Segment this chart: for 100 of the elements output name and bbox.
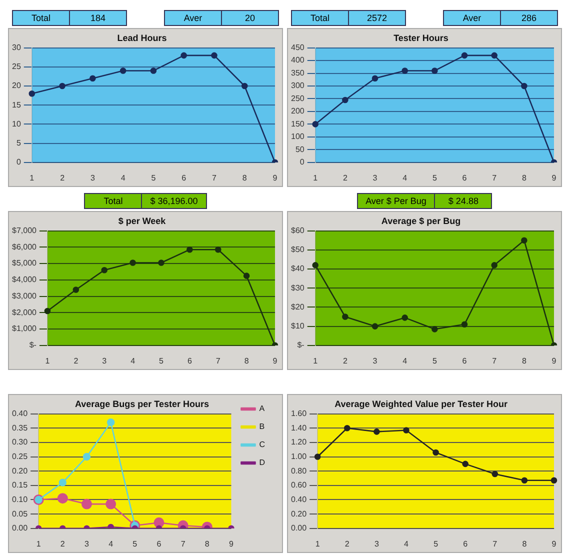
point [241,82,248,90]
point [342,314,348,320]
point [432,449,439,456]
text: 286 [500,11,557,25]
y-tick-label: 250 [290,94,305,103]
x-tick-label: 6 [182,173,187,182]
text: Aver $ Per Bug [364,195,428,208]
y-tick-label: $20 [290,302,305,312]
point [462,460,468,468]
x-tick-label: 9 [272,173,278,182]
y-tick-label: 1.00 [290,452,308,461]
point [374,428,380,435]
y-tick-label: 0.30 [12,438,28,447]
point [372,323,378,330]
x-tick-label: 1 [313,356,318,366]
x-tick-label: 7 [492,356,498,366]
point [461,321,468,328]
x-tick-label: 6 [463,539,468,548]
x-tick-label: 9 [552,173,557,182]
x-tick-label: 5 [159,356,164,366]
legend-label: C [259,440,266,450]
y-tick-label: 0.05 [12,509,28,518]
point [90,75,96,82]
point [402,68,408,74]
y-tick-label: 0.15 [12,480,28,490]
x-tick-label: 3 [102,356,108,366]
x-tick-label: 5 [432,173,438,182]
y-tick-label: $4,000 [12,275,38,284]
point [432,326,438,332]
x-tick-label: 9 [228,539,234,548]
point [158,260,164,266]
point [314,454,321,460]
y-tick-label: 450 [290,43,305,52]
y-tick-label: 0.60 [290,480,308,490]
y-tick-label: $3,000 [12,291,38,300]
y-tick-label: 150 [290,119,305,128]
y-tick-label: 350 [290,68,305,78]
text: 184 [69,11,126,25]
chart-title: Tester Hours [394,32,448,43]
x-tick-label: 8 [522,173,527,182]
x-tick-label: 8 [204,539,210,548]
point [521,82,528,90]
x-tick-label: 1 [315,539,320,548]
y-tick-label: 300 [290,81,305,90]
x-tick-label: 1 [36,539,42,548]
point [58,478,66,486]
point [101,266,108,274]
y-tick-label: 25 [12,62,22,72]
y-tick-label: 0.25 [12,452,28,461]
x-tick-label: 9 [552,539,557,548]
point [521,477,528,484]
point [521,237,528,244]
point [44,308,51,314]
point [81,498,92,510]
text: 2572 [348,11,405,25]
x-tick-label: 3 [84,539,90,548]
point [186,246,193,253]
point [312,262,318,268]
point [106,498,116,510]
x-tick-label: 6 [462,356,468,366]
legend-label: B [259,422,265,432]
point [130,260,136,266]
point [214,246,222,253]
point [491,262,498,268]
y-tick-label: 0 [16,158,22,167]
text: $ 24.88 [434,194,492,208]
y-tick-label: $60 [290,226,305,236]
x-tick-label: 3 [90,173,96,182]
x-tick-label: 1 [313,173,318,182]
chart-title: Average $ per Bug [381,216,461,226]
text: Total [309,12,330,25]
point [372,75,378,82]
x-tick-label: 2 [60,173,66,182]
point [461,52,468,59]
text: 20 [221,11,278,25]
point [82,452,91,461]
y-tick-label: 100 [290,132,305,142]
point [120,68,126,74]
x-tick-label: 4 [402,356,408,366]
y-tick-label: $6,000 [12,242,38,252]
y-tick-label: 0.00 [290,524,308,533]
point [402,314,408,321]
y-tick-label: 0.40 [12,409,28,418]
text: Total [30,12,52,25]
x-tick-label: 8 [522,539,528,548]
text: Aver [462,12,482,25]
x-tick-label: 2 [74,356,79,366]
point [550,477,558,484]
y-tick-label: 1.60 [290,409,308,418]
y-tick-label: 200 [290,106,305,116]
y-tick-label: 0.35 [12,423,28,432]
x-tick-label: 6 [187,356,192,366]
x-tick-label: 4 [404,539,410,548]
point [491,52,498,59]
x-tick-label: 3 [374,539,380,548]
point [342,96,348,104]
x-tick-label: 4 [120,173,126,182]
y-tick-label: 1.20 [290,438,308,447]
y-tick-label: $30 [290,283,305,292]
x-tick-label: 4 [108,539,114,548]
